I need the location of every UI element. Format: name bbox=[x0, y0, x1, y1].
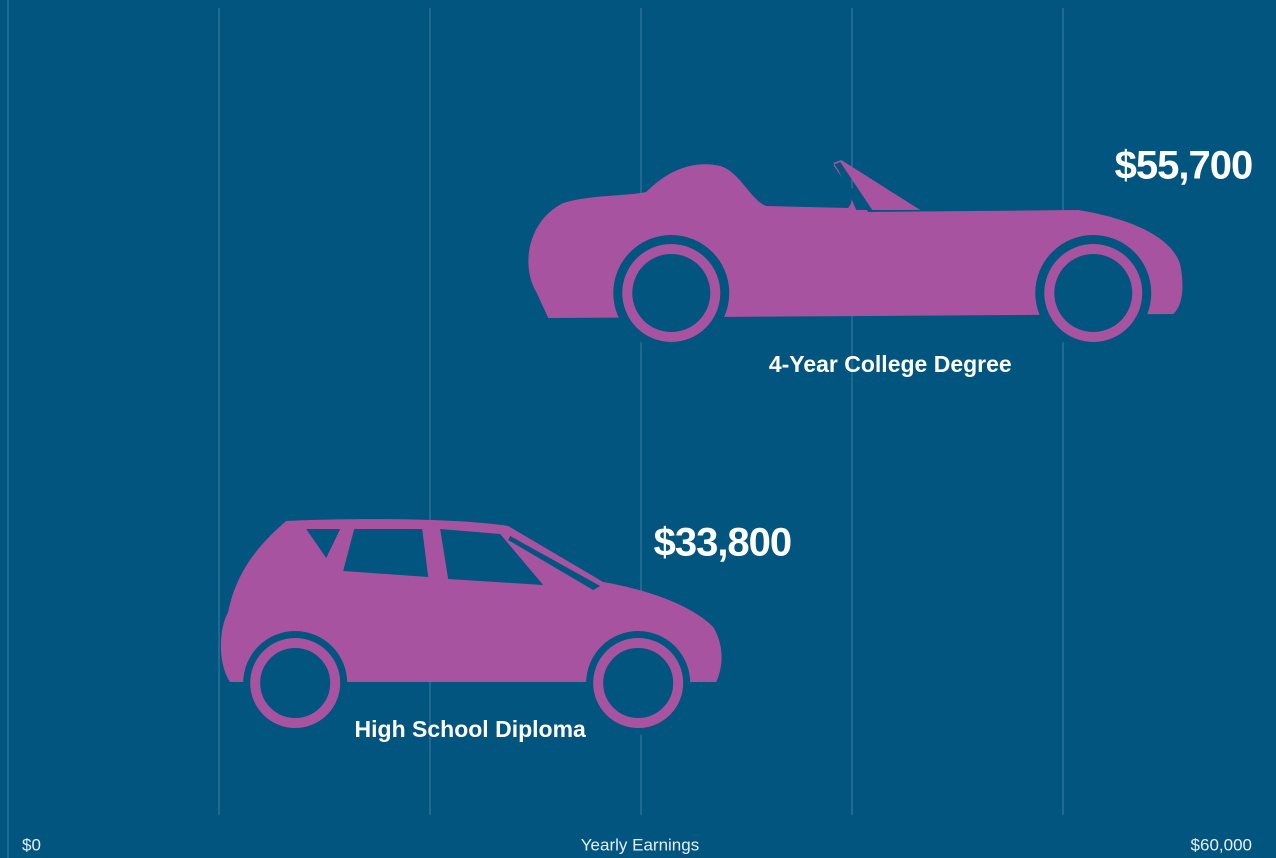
car-bar bbox=[220, 519, 722, 682]
x-tick-label: $60,000 bbox=[1191, 835, 1252, 854]
wheel bbox=[622, 244, 721, 342]
wheel bbox=[593, 638, 684, 728]
car bbox=[528, 160, 1183, 351]
value-label: $33,800 bbox=[654, 521, 792, 565]
wheel bbox=[1044, 244, 1143, 342]
value-label: $55,700 bbox=[1115, 144, 1253, 188]
car-window bbox=[838, 170, 869, 210]
category-label: 4-Year College Degree bbox=[769, 351, 1012, 377]
car-window bbox=[343, 529, 429, 577]
x-tick-label: $0 bbox=[22, 835, 41, 854]
category-label: High School Diploma bbox=[355, 716, 586, 742]
car bbox=[220, 519, 722, 735]
wheel bbox=[250, 638, 341, 728]
car-window bbox=[508, 536, 601, 590]
car-window bbox=[306, 529, 341, 558]
car-window bbox=[440, 529, 544, 585]
x-axis-label: Yearly Earnings bbox=[581, 835, 699, 854]
